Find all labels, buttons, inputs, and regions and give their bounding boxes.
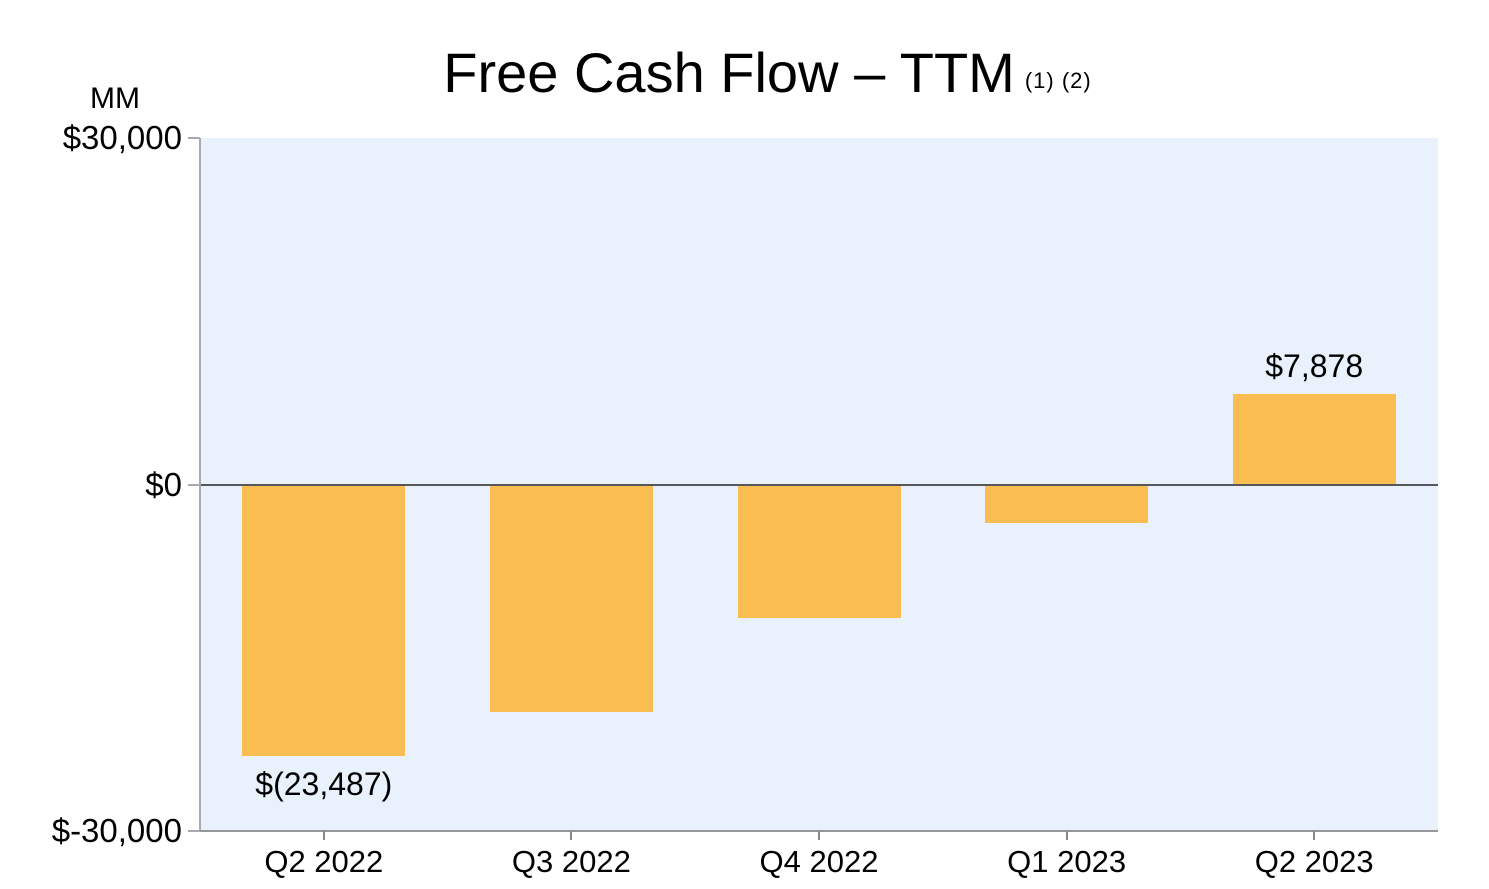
- bar-q4-2022: [737, 484, 901, 619]
- y-axis-tick: [188, 137, 200, 139]
- bar-value-label: $7,878: [1265, 347, 1364, 384]
- x-axis-tick: [322, 831, 325, 840]
- x-axis-category-label: Q2 2022: [264, 844, 384, 879]
- y-axis-tick: [188, 483, 200, 486]
- y-axis-unit-label: MM: [90, 82, 140, 115]
- chart-title-footnote-refs: (1) (2): [1024, 68, 1092, 93]
- chart-title-text: Free Cash Flow – TTM: [443, 41, 1015, 104]
- y-axis-tick-label: $30,000: [62, 119, 182, 156]
- y-axis-tick: [188, 830, 200, 832]
- zero-baseline: [200, 483, 1438, 486]
- bar-q3-2022: [489, 484, 653, 712]
- bar-q2-2022: [242, 484, 406, 756]
- x-axis-tick: [1313, 831, 1316, 840]
- bar-q1-2023: [985, 484, 1149, 523]
- chart-title: Free Cash Flow – TTM (1) (2): [46, 40, 1489, 105]
- x-axis-tick: [1065, 831, 1068, 840]
- x-axis-category-label: Q3 2022: [511, 844, 631, 879]
- bar-q2-2023: [1232, 393, 1396, 485]
- x-axis-line: [188, 830, 1438, 832]
- x-axis-tick: [818, 831, 820, 840]
- y-axis-tick-label: $-30,000: [51, 812, 182, 849]
- x-axis-category-label: Q4 2022: [759, 844, 879, 879]
- x-axis-category-label: Q1 2023: [1007, 844, 1127, 879]
- bar-value-label: $(23,487): [255, 765, 393, 802]
- y-axis-line: [199, 138, 201, 831]
- x-axis-tick: [570, 831, 573, 840]
- x-axis-category-label: Q2 2023: [1254, 844, 1374, 879]
- y-axis-tick-label: $0: [145, 465, 182, 503]
